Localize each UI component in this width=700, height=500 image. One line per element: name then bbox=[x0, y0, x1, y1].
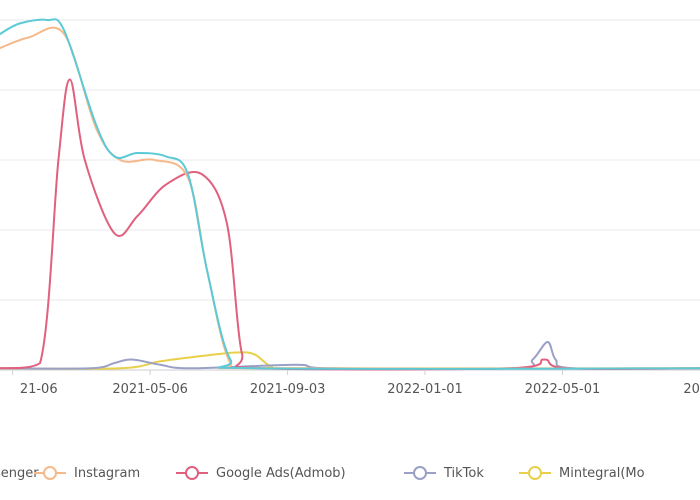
legend-label: Instagram bbox=[74, 466, 140, 481]
legend-item[interactable]: Instagram bbox=[34, 466, 140, 481]
legend-marker bbox=[413, 466, 427, 480]
legend-item[interactable]: senger bbox=[0, 466, 39, 481]
series-lines bbox=[0, 18, 700, 371]
x-tick-label: 2022-01-01 bbox=[387, 382, 463, 397]
x-axis-tick-labels: 21-06 2021-05-06 2021-09-03 2022-01-01 2022-… bbox=[12, 370, 700, 397]
x-tick-label: 21-06 bbox=[20, 382, 58, 397]
legend-marker bbox=[528, 466, 542, 480]
legend-item[interactable]: TikTok bbox=[404, 466, 484, 481]
series-line-instagram bbox=[0, 26, 700, 370]
x-tick-label: 2021-05-06 bbox=[112, 382, 188, 397]
legend-label: senger bbox=[0, 466, 39, 481]
x-tick-label: 2022-05-01 bbox=[525, 382, 601, 397]
series-line-messenger bbox=[0, 18, 700, 370]
legend-marker bbox=[185, 466, 199, 480]
legend-item[interactable]: Google Ads(Admob) bbox=[176, 466, 346, 481]
legend-item[interactable]: Mintegral(Mo bbox=[519, 466, 645, 481]
series-line-tiktok bbox=[0, 341, 700, 371]
legend-marker bbox=[43, 466, 57, 480]
legend-label: Mintegral(Mo bbox=[559, 466, 645, 481]
x-tick-label: 2021-09-03 bbox=[250, 382, 326, 397]
x-tick-label: 20 bbox=[683, 382, 700, 397]
series-line-google-ads-admob bbox=[0, 78, 700, 371]
legend-label: Google Ads(Admob) bbox=[216, 466, 346, 481]
legend: senger Instagram Google Ads(Admob) TikTok Mi… bbox=[0, 466, 645, 481]
legend-label: TikTok bbox=[443, 466, 484, 481]
grid-lines bbox=[0, 19, 700, 371]
